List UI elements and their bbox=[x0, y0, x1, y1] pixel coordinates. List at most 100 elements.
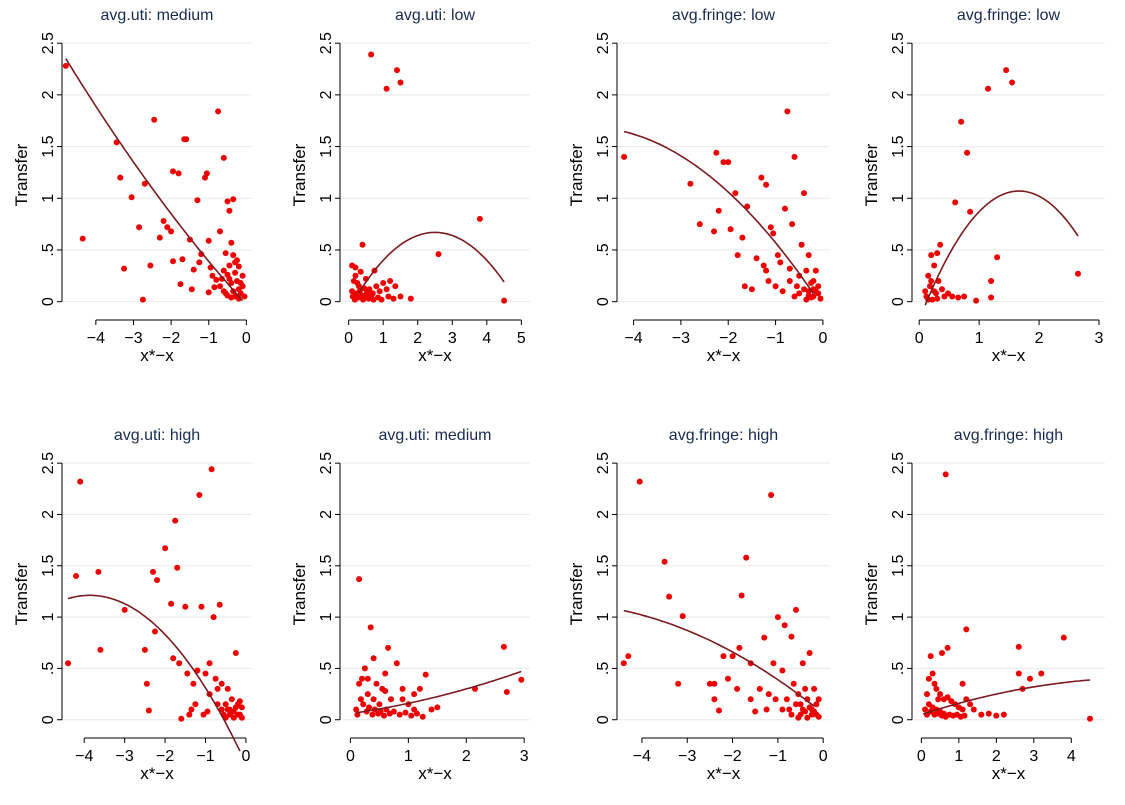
x-tick-label: −1 bbox=[200, 330, 218, 347]
data-point bbox=[796, 290, 803, 297]
data-point bbox=[810, 293, 817, 300]
y-tick-label: 1 bbox=[890, 194, 907, 203]
x-tick-label: 1 bbox=[404, 748, 413, 765]
y-tick-label: 2.5 bbox=[890, 32, 907, 54]
data-point bbox=[793, 283, 800, 290]
data-point bbox=[752, 708, 759, 715]
data-point bbox=[711, 696, 718, 703]
data-point bbox=[503, 689, 510, 695]
y-tick-label: 1.5 bbox=[318, 555, 335, 577]
y-tick-label: 2 bbox=[318, 510, 335, 519]
data-point bbox=[727, 226, 734, 233]
data-point bbox=[925, 272, 932, 279]
x-axis-label: x*−x bbox=[707, 764, 741, 783]
data-point bbox=[184, 670, 191, 677]
data-point bbox=[812, 288, 819, 295]
y-axis-label: Transfer bbox=[567, 143, 586, 206]
x-tick-label: 1 bbox=[954, 748, 963, 765]
y-tick-label: 2.5 bbox=[318, 452, 335, 474]
y-tick-label: 0 bbox=[595, 715, 612, 724]
data-point bbox=[939, 286, 945, 293]
data-point bbox=[164, 224, 171, 231]
data-point bbox=[352, 264, 359, 271]
data-point bbox=[942, 471, 949, 478]
data-point bbox=[399, 696, 406, 703]
data-point bbox=[196, 259, 203, 266]
data-point bbox=[141, 646, 148, 653]
data-point bbox=[192, 701, 199, 708]
data-point bbox=[226, 262, 233, 269]
y-axis-label: Transfer bbox=[290, 562, 309, 625]
data-point bbox=[79, 235, 86, 242]
data-point bbox=[763, 181, 770, 188]
data-point bbox=[959, 706, 966, 713]
data-point bbox=[214, 685, 221, 692]
fit-line bbox=[65, 58, 244, 302]
data-point bbox=[218, 275, 225, 282]
data-point bbox=[815, 283, 822, 290]
y-tick-label: 1 bbox=[890, 613, 907, 622]
panel-6: 0 .5 1 1.5 2 2.5 0 1 2 3 avg.uti: medium x*−x Transf… bbox=[290, 427, 530, 783]
data-point bbox=[756, 685, 763, 692]
data-point bbox=[1087, 715, 1093, 722]
fit-line bbox=[922, 679, 1091, 715]
data-point bbox=[748, 286, 755, 293]
data-point bbox=[397, 293, 404, 300]
data-point bbox=[817, 295, 824, 302]
data-point bbox=[188, 286, 195, 293]
x-tick-label: 2 bbox=[1035, 330, 1044, 347]
y-tick-label: 2 bbox=[40, 90, 57, 99]
data-point bbox=[73, 573, 80, 579]
x-tick-label: −2 bbox=[162, 330, 180, 347]
data-point bbox=[1075, 270, 1081, 277]
y-tick-label: 0 bbox=[595, 297, 612, 306]
data-point bbox=[198, 251, 205, 258]
data-point bbox=[213, 276, 220, 283]
data-point bbox=[383, 85, 390, 92]
panel-2: 0 .5 1 1.5 2 2.5 0 1 2 3 4 5 avg.uti: low x*−x Transfe… bbox=[290, 7, 530, 365]
x-tick-label: 0 bbox=[344, 330, 353, 347]
data-point bbox=[152, 628, 158, 635]
data-point bbox=[1038, 670, 1045, 677]
data-point bbox=[380, 280, 387, 286]
data-point bbox=[217, 283, 223, 290]
data-point bbox=[196, 492, 203, 498]
data-point bbox=[500, 643, 507, 650]
data-point bbox=[220, 154, 227, 161]
x-tick-label: −4 bbox=[75, 748, 93, 765]
data-point bbox=[382, 670, 389, 677]
y-tick-label: .5 bbox=[595, 662, 612, 675]
data-point bbox=[396, 711, 403, 718]
panel-title: avg.fringe: low bbox=[672, 7, 776, 24]
data-point bbox=[62, 62, 69, 69]
data-point bbox=[392, 283, 399, 290]
y-tick-label: 1 bbox=[595, 194, 612, 203]
y-tick-label: 1 bbox=[595, 613, 612, 622]
data-point bbox=[1009, 79, 1016, 86]
data-point bbox=[959, 680, 966, 687]
panel-title: avg.fringe: high bbox=[954, 427, 1063, 444]
data-point bbox=[230, 196, 237, 203]
fit-line bbox=[358, 231, 505, 293]
x-tick-label: 0 bbox=[242, 330, 251, 347]
data-point bbox=[788, 633, 795, 640]
data-point bbox=[194, 197, 201, 204]
x-tick-label: −1 bbox=[196, 748, 214, 765]
data-point bbox=[1000, 711, 1007, 718]
y-tick-label: 2.5 bbox=[890, 452, 907, 474]
data-point bbox=[929, 670, 936, 677]
data-point bbox=[402, 709, 409, 716]
y-tick-label: 1.5 bbox=[890, 135, 907, 157]
data-point bbox=[224, 685, 231, 692]
data-point bbox=[1015, 670, 1022, 677]
data-point bbox=[802, 685, 809, 692]
fit-line bbox=[924, 190, 1079, 306]
x-tick-label: 0 bbox=[818, 330, 827, 347]
x-tick-label: 4 bbox=[1067, 748, 1076, 765]
y-tick-label: 2 bbox=[595, 510, 612, 519]
data-point bbox=[178, 715, 185, 722]
data-point bbox=[188, 706, 195, 713]
data-point bbox=[799, 660, 806, 667]
